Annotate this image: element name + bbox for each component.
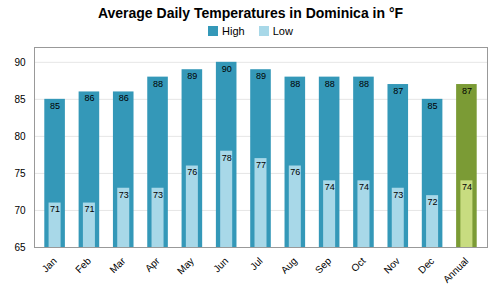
svg-text:Sep: Sep [313,255,334,276]
html-text:Low: Low [272,25,293,37]
svg-text:86: 86 [119,93,129,103]
svg-text:86: 86 [84,93,94,103]
html-text:High: High [222,25,245,37]
svg-text:73: 73 [119,190,129,200]
svg-text:88: 88 [359,79,369,89]
svg-text:Jan: Jan [40,255,59,274]
svg-text:Nov: Nov [382,255,402,275]
svg-text:87: 87 [462,86,472,96]
svg-text:71: 71 [50,204,60,214]
svg-text:76: 76 [187,167,197,177]
svg-text:74: 74 [462,182,472,192]
svg-text:89: 89 [187,71,197,81]
svg-text:Apr: Apr [143,255,162,274]
svg-text:May: May [175,255,196,276]
svg-text:90: 90 [222,64,232,74]
svg-text:89: 89 [256,71,266,81]
svg-text:Dec: Dec [416,255,436,275]
svg-text:85: 85 [50,101,60,111]
svg-text:71: 71 [84,204,94,214]
svg-text:70: 70 [14,205,26,216]
svg-text:74: 74 [359,182,369,192]
html-text:Average Daily Temperatures in: Average Daily Temperatures in Dominica i… [97,5,404,21]
svg-text:Oct: Oct [349,255,368,274]
svg-text:85: 85 [14,94,26,105]
svg-text:Jul: Jul [248,255,265,272]
svg-text:88: 88 [325,79,335,89]
svg-text:74: 74 [325,182,335,192]
svg-text:75: 75 [14,168,26,179]
svg-text:77: 77 [256,160,266,170]
svg-text:88: 88 [290,79,300,89]
svg-text:88: 88 [153,79,163,89]
svg-text:73: 73 [393,190,403,200]
svg-text:Mar: Mar [107,255,127,275]
svg-text:Aug: Aug [279,255,299,275]
svg-text:78: 78 [222,153,232,163]
svg-text:72: 72 [428,197,438,207]
svg-text:85: 85 [428,101,438,111]
svg-text:73: 73 [153,190,163,200]
svg-text:87: 87 [393,86,403,96]
svg-text:90: 90 [14,57,26,68]
svg-text:76: 76 [290,167,300,177]
svg-text:Annual: Annual [441,255,471,285]
svg-text:65: 65 [14,242,26,253]
svg-text:Feb: Feb [73,255,93,275]
svg-text:Jun: Jun [211,255,230,274]
svg-text:80: 80 [14,131,26,142]
